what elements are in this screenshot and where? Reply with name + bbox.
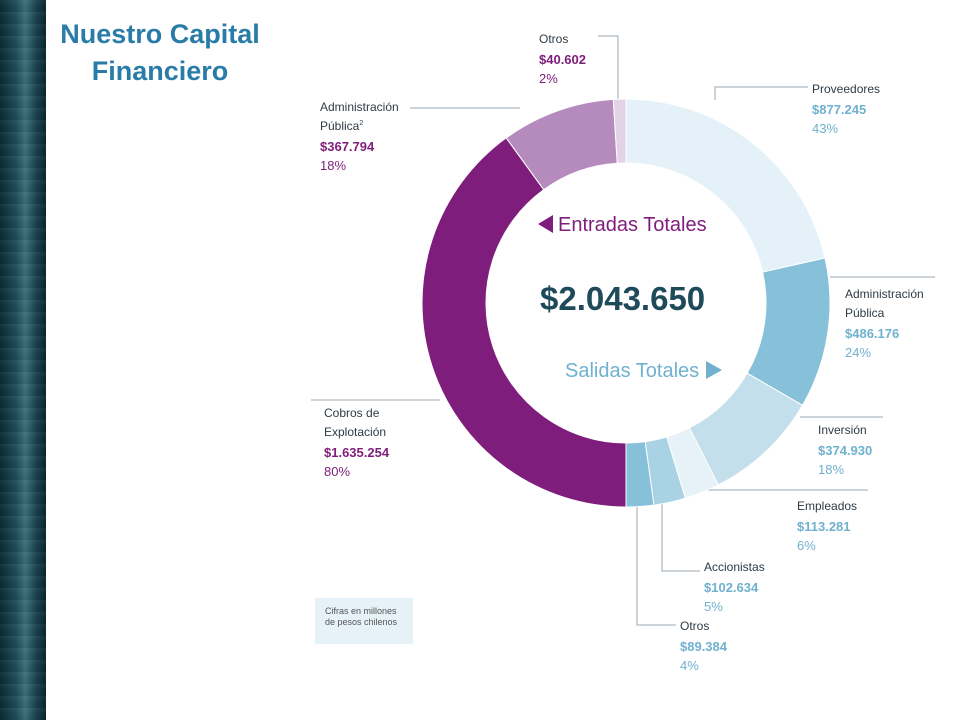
- label-salidas-proveedores-name: Proveedores: [812, 82, 880, 96]
- label-salidas-administracion-publica-percent: 24%: [845, 345, 871, 360]
- entradas-label: Entradas Totales: [558, 214, 707, 236]
- label-entradas-administracion-publica-percent: 18%: [320, 158, 346, 173]
- label-salidas-empleados-name: Empleados: [797, 499, 857, 513]
- label-entradas-cobros-de-explotacion-name-line-2: Explotación: [324, 425, 386, 439]
- decorative-side-strip: [0, 0, 46, 720]
- label-entradas-administracion-publica-name-line-2: Pública2: [320, 119, 363, 133]
- page-title: Nuestro Capital Financiero: [50, 16, 270, 90]
- label-entradas-cobros-de-explotacion-percent: 80%: [324, 464, 350, 479]
- label-entradas-otros-value: $40.602: [539, 52, 586, 67]
- label-salidas-otros-percent: 4%: [680, 658, 699, 673]
- salidas-arrow-icon: [706, 361, 722, 379]
- center-label: Entradas Totales $2.043.650 Salidas Tota…: [538, 214, 722, 382]
- label-entradas-cobros-de-explotacion-name-line-1: Cobros de: [324, 406, 380, 420]
- total-value: $2.043.650: [540, 280, 705, 317]
- label-salidas-accionistas-percent: 5%: [704, 599, 723, 614]
- label-salidas-administracion-publica-name-line-1: Administración: [845, 287, 924, 301]
- segment-entradas-cobros-de-explotacion: [421, 137, 627, 508]
- label-salidas-otros-name: Otros: [680, 619, 709, 633]
- label-salidas-empleados-value: $113.281: [797, 519, 851, 534]
- salidas-label: Salidas Totales: [565, 360, 699, 382]
- entradas-arrow-icon: [538, 215, 553, 233]
- page-title-line-1: Nuestro Capital: [60, 19, 260, 49]
- label-salidas-accionistas-leader-line: [661, 500, 700, 572]
- segment-labels: Proveedores $877.245 43% Administración Públ…: [320, 32, 924, 673]
- leader-lines: [311, 35, 935, 626]
- label-salidas-inversion-percent: 18%: [818, 462, 844, 477]
- label-salidas-otros-leader-line: [636, 505, 676, 626]
- label-salidas-inversion-name: Inversión: [818, 423, 867, 437]
- segment-entradas-otros: [612, 98, 627, 164]
- donut-segments: [421, 98, 831, 508]
- page-title-line-2: Financiero: [91, 56, 229, 86]
- units-note-line-1: Cifras en millones: [325, 606, 397, 616]
- units-note: Cifras en millones de pesos chilenos: [315, 598, 413, 644]
- label-salidas-administracion-publica-name-line-2: Pública: [845, 306, 885, 320]
- units-note-line-2: de pesos chilenos: [325, 617, 398, 627]
- label-entradas-otros-percent: 2%: [539, 71, 558, 86]
- label-entradas-cobros-de-explotacion-value: $1.635.254: [324, 445, 390, 460]
- label-salidas-empleados-percent: 6%: [797, 538, 816, 553]
- label-entradas-otros-leader-line: [598, 35, 619, 100]
- label-salidas-proveedores-leader-line: [714, 86, 808, 100]
- label-salidas-otros-value: $89.384: [680, 639, 728, 654]
- label-salidas-inversion-value: $374.930: [818, 443, 872, 458]
- label-entradas-otros-name: Otros: [539, 32, 568, 46]
- label-salidas-proveedores-percent: 43%: [812, 121, 838, 136]
- label-salidas-accionistas-name: Accionistas: [704, 560, 765, 574]
- label-entradas-administracion-publica-name-line-1: Administración: [320, 100, 399, 114]
- segment-salidas-proveedores: [625, 98, 826, 273]
- label-salidas-administracion-publica-value: $486.176: [845, 326, 899, 341]
- label-salidas-accionistas-value: $102.634: [704, 580, 759, 595]
- label-entradas-administracion-publica-value: $367.794: [320, 139, 375, 154]
- label-salidas-proveedores-value: $877.245: [812, 102, 866, 117]
